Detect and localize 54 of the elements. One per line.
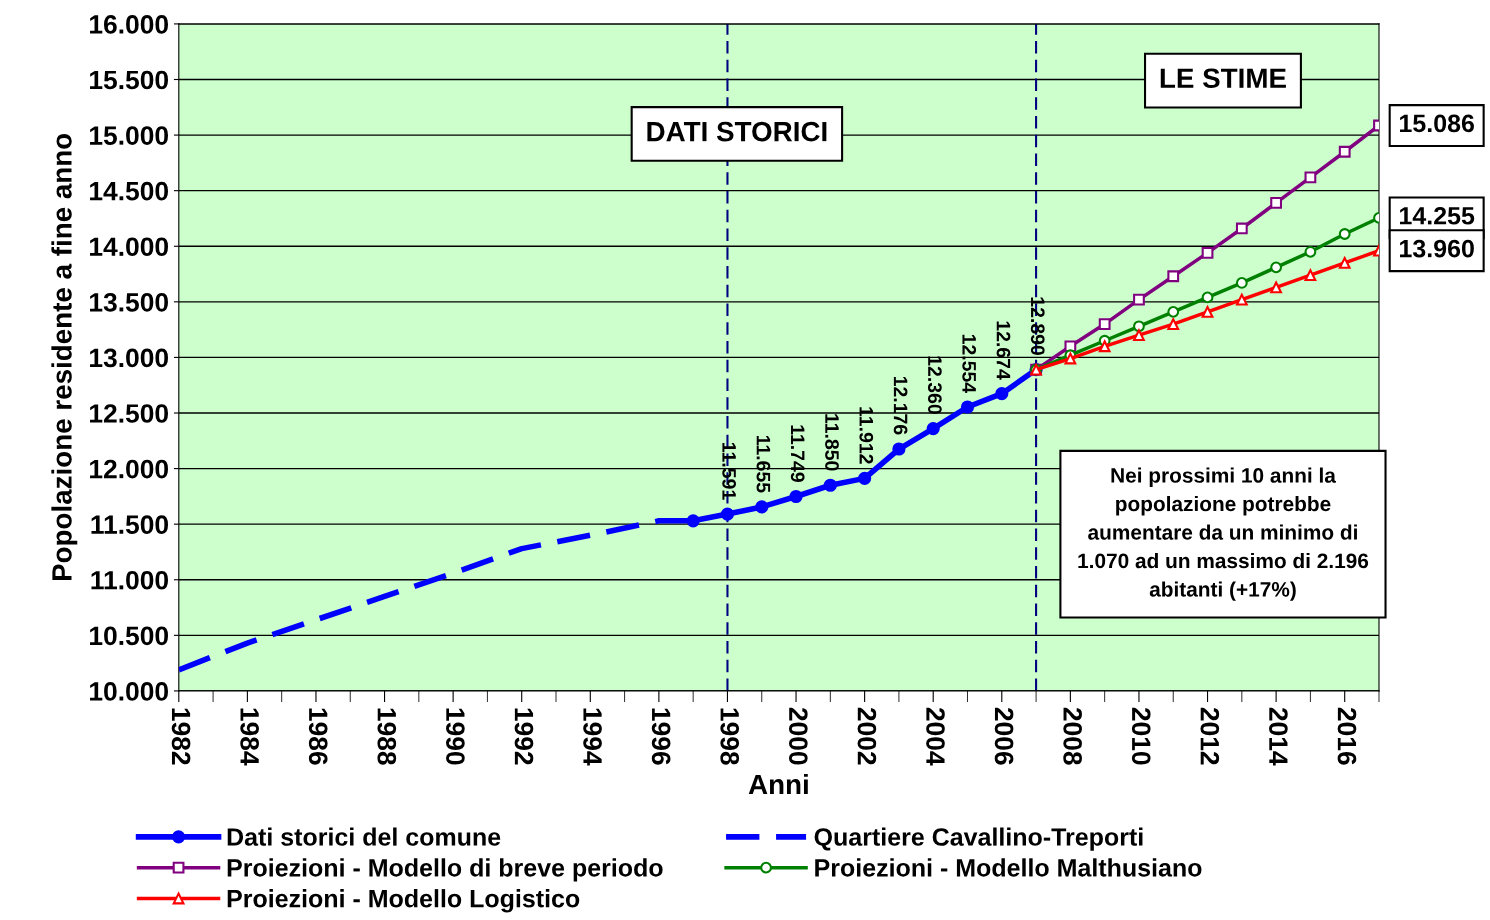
x-tick-label: 1988 xyxy=(377,708,397,765)
y-tick-label: 15.500 xyxy=(90,70,168,90)
x-tick-label: 2012 xyxy=(1200,707,1220,765)
y-tick-label: 10.000 xyxy=(90,682,168,701)
data-label: 14.255 xyxy=(1400,206,1475,225)
x-tick-label: 1996 xyxy=(651,708,671,765)
data-label: 12.890 xyxy=(1030,297,1045,355)
x-tick-label: 1990 xyxy=(446,708,465,765)
data-label: 15.086 xyxy=(1400,114,1474,133)
legend-label: Proiezioni - Modello Malthusiano xyxy=(815,858,1202,877)
x-tick-label: 1998 xyxy=(720,708,740,765)
legend-label: Proiezioni - Modello Logistico xyxy=(227,889,580,913)
x-tick-label: 1982 xyxy=(171,708,191,765)
x-tick-label: 2002 xyxy=(857,707,877,765)
annotation: DATI STORICI xyxy=(647,121,827,142)
x-tick-label: 2000 xyxy=(788,707,808,765)
data-label: 11.655 xyxy=(756,435,771,493)
y-tick-label: 13.500 xyxy=(90,292,168,312)
y-tick-label: 11.000 xyxy=(91,570,168,590)
data-label: 12.176 xyxy=(893,376,908,435)
y-tick-label: 14.000 xyxy=(90,237,168,257)
x-axis-title: Anni xyxy=(748,773,808,795)
x-tick-label: 1986 xyxy=(308,708,328,765)
data-label: 11.749 xyxy=(790,425,805,482)
x-tick-label: 1992 xyxy=(514,708,534,765)
data-label: 11.912 xyxy=(859,407,874,464)
x-tick-label: 2016 xyxy=(1337,707,1357,765)
x-tick-label: 2004 xyxy=(926,707,945,766)
x-tick-label: 2014 xyxy=(1269,707,1288,766)
legend-label: Proiezioni - Modello di breve periodo xyxy=(227,858,663,882)
y-tick-label: 12.000 xyxy=(90,459,168,479)
data-label: 12.360 xyxy=(927,356,942,414)
annotation: LE STIME xyxy=(1160,68,1286,89)
y-tick-label: 13.000 xyxy=(90,348,168,368)
y-tick-label: 11.500 xyxy=(91,515,168,534)
data-label: 11.850 xyxy=(825,414,839,471)
data-label: 13.960 xyxy=(1400,239,1474,258)
data-label: 11.591 xyxy=(722,442,737,500)
y-tick-label: 15.000 xyxy=(90,126,168,145)
y-tick-label: 16.000 xyxy=(90,15,168,34)
x-tick-label: 1984 xyxy=(240,708,259,766)
y-axis-title: Popolazione residente a fine anno xyxy=(51,133,78,581)
legend-label: Dati storici del comune xyxy=(227,827,501,846)
data-label: 12.554 xyxy=(962,334,977,394)
y-tick-label: 14.500 xyxy=(90,181,168,201)
x-tick-label: 1994 xyxy=(583,708,602,766)
x-tick-label: 2008 xyxy=(1063,707,1082,765)
y-tick-label: 12.500 xyxy=(90,404,168,423)
annotation: Nei prossimi 10 anni la popolazione potrebbe aumentare da un minimo di 1.070 ad un massimo di 2.196 abitanti (+17%) xyxy=(1078,467,1369,601)
x-tick-label: 2006 xyxy=(994,707,1014,765)
legend-label: Quartiere Cavallino-Treporti xyxy=(814,827,1143,851)
x-tick-label: 2010 xyxy=(1131,707,1151,765)
data-label: 12.674 xyxy=(996,321,1011,380)
y-tick-label: 10.500 xyxy=(90,626,168,646)
